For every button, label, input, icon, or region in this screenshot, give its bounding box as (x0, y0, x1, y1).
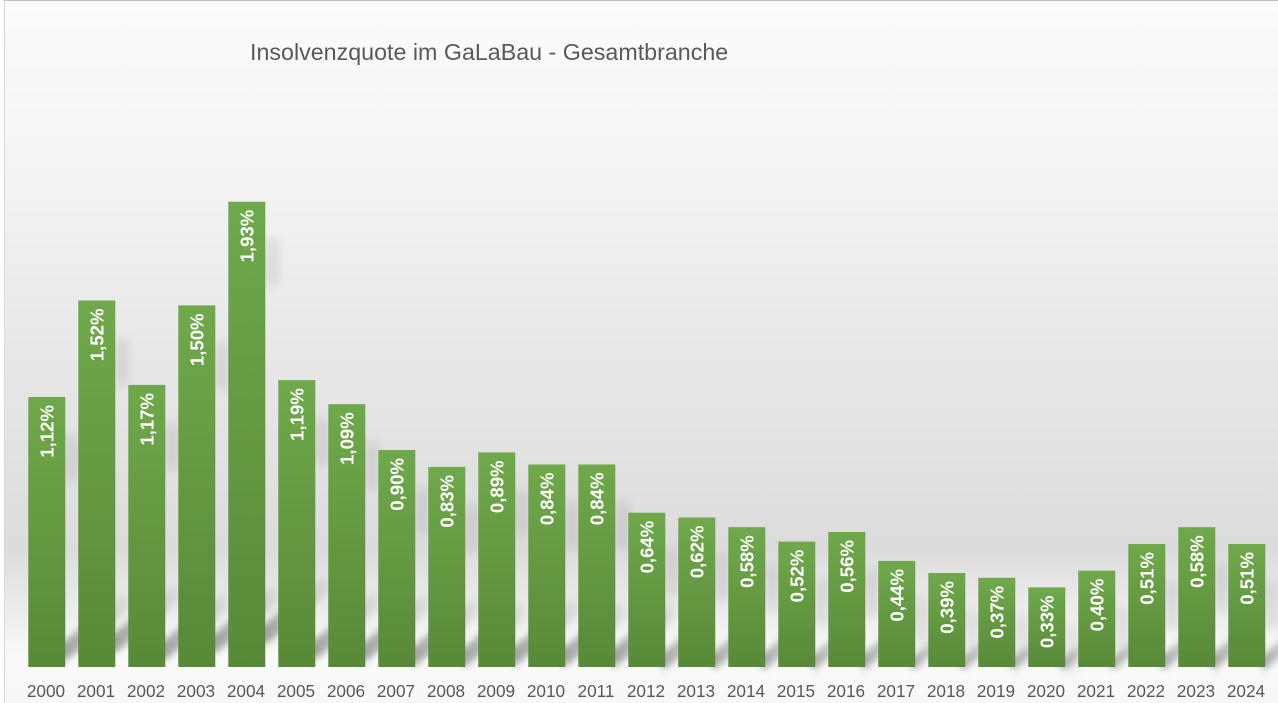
svg-text:1,12%: 1,12% (36, 405, 57, 458)
svg-text:1,19%: 1,19% (286, 388, 307, 441)
svg-text:0,52%: 0,52% (786, 549, 807, 602)
svg-text:0,83%: 0,83% (436, 474, 457, 527)
svg-text:1,52%: 1,52% (86, 308, 107, 361)
svg-text:2000: 2000 (27, 681, 65, 701)
svg-text:0,89%: 0,89% (486, 460, 507, 513)
svg-text:2017: 2017 (877, 681, 915, 701)
svg-text:1,17%: 1,17% (136, 392, 157, 445)
svg-text:2004: 2004 (227, 681, 266, 701)
svg-text:0,37%: 0,37% (986, 585, 1007, 638)
svg-text:2007: 2007 (377, 681, 415, 701)
svg-text:2009: 2009 (477, 681, 515, 701)
svg-text:0,58%: 0,58% (736, 535, 757, 588)
svg-text:0,62%: 0,62% (686, 525, 707, 578)
svg-text:2020: 2020 (1027, 681, 1065, 701)
svg-text:2012: 2012 (627, 681, 665, 701)
svg-text:2013: 2013 (677, 681, 715, 701)
svg-text:1,09%: 1,09% (336, 412, 357, 465)
svg-text:0,33%: 0,33% (1036, 595, 1057, 648)
svg-text:2018: 2018 (927, 681, 965, 701)
svg-text:1,50%: 1,50% (186, 313, 207, 366)
svg-text:2014: 2014 (727, 681, 766, 701)
svg-text:0,56%: 0,56% (836, 540, 857, 593)
svg-text:2023: 2023 (1177, 681, 1215, 701)
svg-text:0,90%: 0,90% (386, 458, 407, 511)
svg-text:0,40%: 0,40% (1086, 578, 1107, 631)
svg-text:2005: 2005 (277, 681, 315, 701)
svg-text:2010: 2010 (527, 681, 565, 701)
svg-text:2008: 2008 (427, 681, 465, 701)
svg-text:0,44%: 0,44% (886, 568, 907, 621)
svg-text:2006: 2006 (327, 681, 365, 701)
svg-text:2011: 2011 (578, 681, 615, 701)
svg-text:Insolvenzquote im GaLaBau - Ge: Insolvenzquote im GaLaBau - Gesamtbranch… (250, 39, 728, 65)
svg-text:2016: 2016 (827, 681, 865, 701)
svg-text:0,84%: 0,84% (536, 472, 557, 525)
svg-text:2001: 2001 (77, 681, 115, 701)
svg-text:0,51%: 0,51% (1236, 552, 1257, 605)
svg-text:2003: 2003 (177, 681, 215, 701)
svg-text:2024: 2024 (1227, 681, 1266, 701)
svg-text:2002: 2002 (127, 681, 165, 701)
svg-text:0,64%: 0,64% (636, 520, 657, 573)
svg-text:0,84%: 0,84% (586, 472, 607, 525)
svg-text:0,51%: 0,51% (1136, 552, 1157, 605)
svg-text:2022: 2022 (1127, 681, 1165, 701)
svg-text:0,39%: 0,39% (936, 581, 957, 634)
svg-text:2021: 2021 (1077, 681, 1115, 701)
svg-text:2019: 2019 (977, 681, 1015, 701)
svg-text:1,93%: 1,93% (236, 209, 257, 262)
svg-text:2015: 2015 (777, 681, 815, 701)
svg-text:0,58%: 0,58% (1186, 535, 1207, 588)
